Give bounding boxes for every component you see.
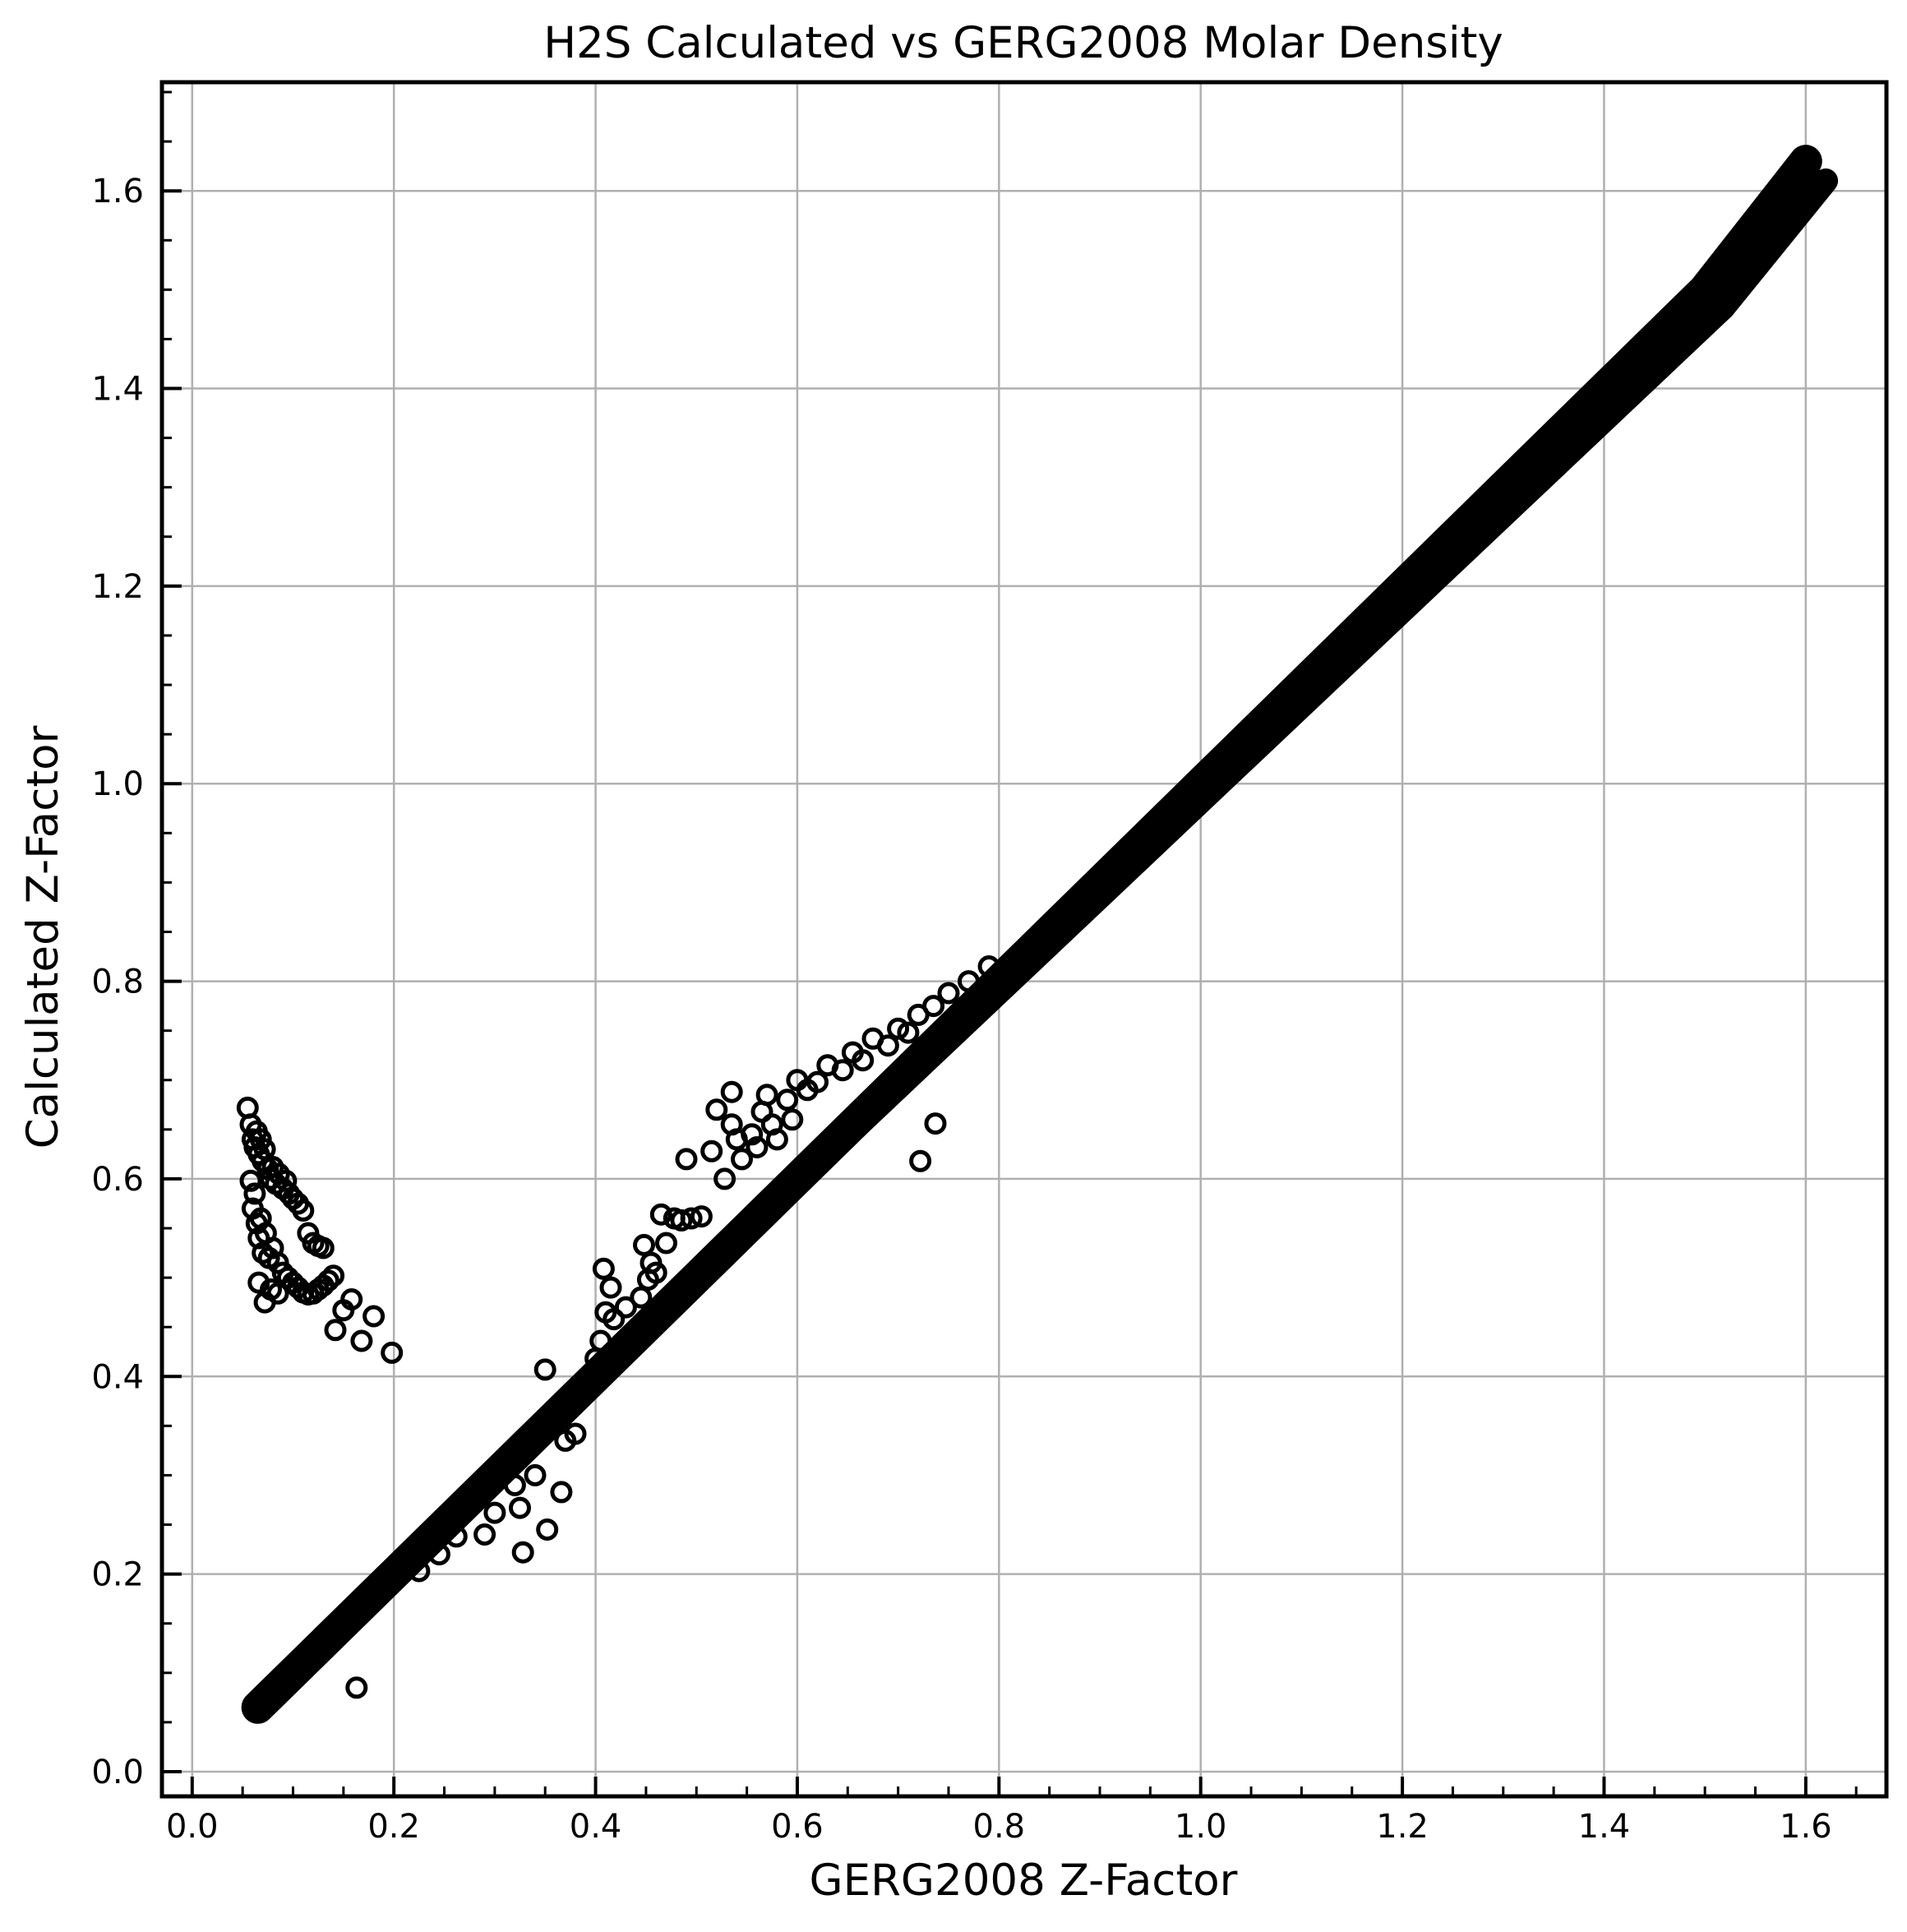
x-tick-label-6: 1.2 [1376,1808,1429,1846]
scatter-point-122 [924,1112,947,1135]
scatter-point-100 [755,1084,778,1107]
scatter-point-26 [243,1182,266,1205]
scatter-point-119 [958,970,980,993]
scatter-point-98 [746,1136,769,1158]
scatter-point-77 [614,1296,637,1319]
scatter-point-62 [509,1496,531,1519]
x-tick-label-8: 1.6 [1780,1808,1832,1846]
scatter-point-19 [292,1199,315,1222]
plot-frame [159,80,1889,1799]
scatter-point-109 [831,1059,854,1082]
scatter-point-84 [655,1232,677,1255]
scatter-point-90 [700,1139,723,1162]
x-tick-label-1: 0.2 [367,1808,420,1846]
scatter-point-86 [670,1209,693,1232]
scatter-point-24 [239,1169,262,1192]
scatter-point-82 [644,1261,667,1284]
data-points [236,955,1000,1699]
scatter-point-59 [445,1525,468,1548]
x-tick-label-3: 0.6 [771,1808,824,1846]
scatter-point-61 [483,1501,506,1524]
x-tick-label-4: 0.8 [973,1808,1026,1846]
y-tick-label-4: 0.8 [91,964,144,1001]
scatter-point-118 [937,982,960,1005]
chart-title: H2S Calculated vs GERG2008 Molar Density [543,18,1503,68]
scatter-point-49 [266,1282,289,1305]
scatter-point-93 [720,1080,743,1103]
x-tick-label-2: 0.4 [570,1808,622,1846]
scatter-point-55 [381,1341,404,1364]
scatter-point-56 [345,1676,368,1699]
scatter-point-104 [781,1108,804,1131]
scatter-point-8 [253,1138,276,1161]
y-tick-label-1: 0.2 [91,1556,144,1594]
scatter-point-66 [550,1481,573,1504]
y-tick-label-2: 0.4 [91,1358,144,1396]
scatter-point-83 [649,1203,672,1226]
scatter-point-44 [316,1269,339,1292]
scatter-point-54 [362,1305,386,1328]
scatter-point-78 [630,1286,653,1309]
scatter-point-58 [427,1543,450,1566]
y-tick-label-3: 0.6 [91,1161,144,1199]
x-tick-label-5: 1.0 [1175,1808,1227,1846]
scatter-point-103 [776,1088,799,1112]
scatter-point-67 [533,1358,556,1381]
scatter-point-114 [887,1017,910,1040]
scatter-point-50 [324,1319,347,1342]
scatter-point-102 [765,1128,788,1151]
scatter-point-73 [592,1257,615,1280]
scatter-point-45 [322,1264,345,1287]
scatter-point-57 [408,1560,431,1583]
scatter-point-79 [633,1233,655,1256]
scatter-point-75 [599,1276,622,1299]
scatter-point-15 [275,1169,298,1192]
y-tick-label-8: 1.6 [91,173,144,210]
scatter-point-120 [977,955,1000,978]
scatter-point-72 [589,1329,612,1352]
y-tick-label-5: 1.0 [91,765,144,803]
x-axis-label: GERG2008 Z-Factor [810,1856,1238,1906]
scatter-point-92 [713,1167,736,1190]
scatter-point-107 [806,1070,829,1093]
scatter-point-96 [731,1148,753,1171]
scatter-point-111 [852,1049,875,1072]
scatter-point-65 [536,1518,559,1541]
scatter-point-117 [922,995,945,1018]
scatter-point-113 [876,1034,899,1057]
scatter-point-87 [675,1148,698,1171]
scatter-point-60 [473,1523,496,1546]
scatter-point-91 [705,1098,728,1121]
scatter-point-76 [603,1308,626,1331]
scatter-point-97 [741,1123,764,1146]
scatter-point-115 [897,1021,920,1044]
x-tick-label-7: 1.4 [1578,1808,1631,1846]
scatter-point-23 [312,1236,335,1259]
scatter-point-89 [690,1205,713,1228]
scatter-point-68 [503,1474,526,1496]
x-tick-label-0: 0.0 [166,1808,219,1846]
scatter-point-70 [564,1422,587,1445]
scatter-point-64 [524,1463,547,1486]
scatter-point-53 [350,1329,373,1352]
y-tick-label-7: 1.4 [91,371,144,409]
y-tick-label-0: 0.0 [91,1754,144,1791]
scatter-point-121 [909,1149,932,1172]
scatter-point-52 [340,1288,363,1310]
main-band-spread [245,168,1839,1720]
y-axis-label: Calculated Z-Factor [18,725,68,1149]
axis-ticks: 0.0 0.2 0.4 0.6 0.8 1.0 1.2 1.4 1.6 0.0 0.2 0.4 0.6 0… [91,90,1858,1846]
y-tick-label-6: 1.2 [91,568,144,606]
scatter-point-88 [680,1207,703,1230]
main-data-band [241,145,1839,1724]
scatter-point-63 [511,1541,534,1564]
